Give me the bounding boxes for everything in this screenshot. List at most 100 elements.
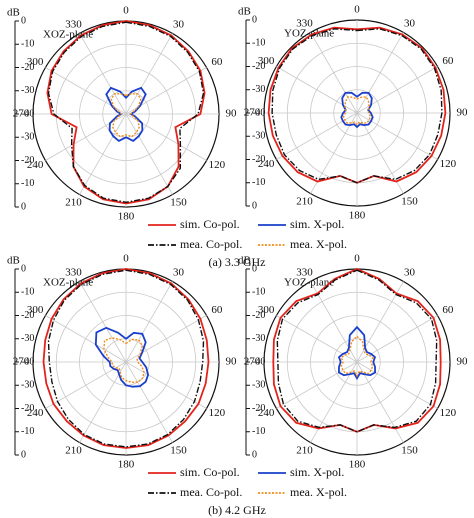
r-axis-label: dB — [238, 255, 251, 267]
r-tick-label: 0 — [21, 263, 26, 274]
pattern-line — [94, 326, 150, 388]
angle-label: 150 — [401, 445, 418, 457]
legend-label: sim. Co-pol. — [180, 465, 240, 479]
angle-label: 330 — [65, 266, 82, 278]
angle-label: 270 — [13, 108, 30, 120]
angle-label: 150 — [170, 197, 187, 209]
r-tick-label: 0 — [252, 200, 257, 211]
spoke — [45, 315, 127, 363]
legend-label: sim. Co-pol. — [180, 217, 240, 231]
legend-label: sim. X-pol. — [290, 465, 344, 479]
r-tick-label: 0 — [252, 263, 257, 274]
angle-label: 0 — [354, 253, 360, 265]
spoke — [356, 361, 438, 409]
spoke — [125, 113, 173, 195]
caption: (b) 4.2 GHz — [208, 503, 266, 517]
angle-label: 0 — [123, 5, 129, 17]
pattern-line — [340, 91, 374, 129]
angle-label: 270 — [244, 356, 261, 368]
r-tick-label: -30 — [21, 132, 34, 143]
r-tick-label: 0 — [21, 15, 26, 26]
angle-label: 60 — [442, 55, 454, 67]
legend-label: sim. X-pol. — [290, 217, 344, 231]
angle-label: 270 — [13, 356, 30, 368]
legend-label: mea. Co-pol. — [180, 237, 242, 251]
angle-label: 30 — [173, 18, 185, 30]
spoke — [276, 361, 358, 409]
angle-label: 210 — [65, 445, 82, 457]
angle-label: 240 — [258, 158, 275, 170]
r-tick-label: -30 — [252, 131, 265, 142]
pattern-line — [110, 93, 142, 138]
r-axis-label: dB — [7, 255, 20, 267]
r-tick-label: -20 — [21, 310, 34, 321]
angle-label: 180 — [118, 211, 135, 223]
pattern-line — [271, 28, 443, 184]
angle-label: 330 — [296, 266, 313, 278]
caption: (a) 3.3 GHz — [209, 255, 266, 269]
pattern-line — [46, 20, 206, 205]
plane-label: XOZ-plane — [43, 29, 93, 41]
angle-label: 210 — [65, 197, 82, 209]
pattern-line — [105, 86, 147, 142]
angle-label: 240 — [27, 159, 44, 171]
r-tick-label: -30 — [252, 84, 265, 95]
angle-label: 90 — [457, 107, 469, 119]
spoke — [310, 32, 358, 114]
r-axis-label: dB — [7, 7, 20, 19]
angle-label: 240 — [27, 407, 44, 419]
angle-label: 90 — [457, 356, 469, 368]
spoke — [79, 113, 127, 195]
angle-label: 0 — [123, 253, 129, 265]
r-tick-label: -30 — [252, 333, 265, 344]
spoke — [356, 112, 438, 160]
spoke — [125, 281, 173, 363]
r-tick-label: -10 — [252, 38, 265, 49]
spoke — [125, 33, 173, 115]
r-tick-label: -40 — [252, 356, 265, 367]
angle-label: 330 — [65, 18, 82, 30]
angle-label: 120 — [209, 407, 226, 419]
angle-label: 180 — [118, 459, 135, 471]
angle-label: 300 — [27, 304, 44, 316]
angle-label: 210 — [296, 196, 313, 208]
r-tick-label: -20 — [252, 310, 265, 321]
pattern-line — [340, 335, 374, 378]
spoke — [79, 281, 127, 363]
r-tick-label: -10 — [21, 39, 34, 50]
angle-label: 60 — [442, 304, 454, 316]
pattern-line — [272, 268, 442, 433]
r-tick-label: -30 — [21, 380, 34, 391]
r-tick-label: -40 — [21, 356, 34, 367]
legend-label: mea. X-pol. — [290, 237, 347, 251]
r-tick-label: -20 — [21, 62, 34, 73]
pattern-line — [342, 96, 372, 126]
angle-label: 90 — [226, 356, 238, 368]
r-tick-label: 0 — [252, 449, 257, 460]
angle-label: 30 — [404, 266, 416, 278]
legend-label: mea. Co-pol. — [180, 485, 242, 499]
r-tick-label: -10 — [252, 177, 265, 188]
legend-label: mea. X-pol. — [290, 485, 347, 499]
plane-label: XOZ-plane — [43, 277, 93, 289]
pattern-line — [47, 21, 205, 204]
pattern-line — [47, 269, 205, 448]
spoke — [45, 361, 127, 409]
r-axis-label: dB — [238, 6, 251, 18]
r-tick-label: -20 — [252, 403, 265, 414]
angle-label: 240 — [258, 407, 275, 419]
spoke — [125, 361, 173, 443]
r-tick-label: -40 — [252, 107, 265, 118]
angle-label: 300 — [258, 304, 275, 316]
r-tick-label: -20 — [21, 155, 34, 166]
spoke — [79, 33, 127, 115]
r-tick-label: -30 — [21, 333, 34, 344]
pattern-line — [337, 325, 377, 381]
angle-label: 300 — [258, 55, 275, 67]
r-tick-label: -20 — [252, 154, 265, 165]
angle-label: 270 — [244, 107, 261, 119]
angle-label: 120 — [440, 407, 457, 419]
plane-label: YOZ-plane — [284, 28, 334, 40]
r-tick-label: -40 — [21, 108, 34, 119]
